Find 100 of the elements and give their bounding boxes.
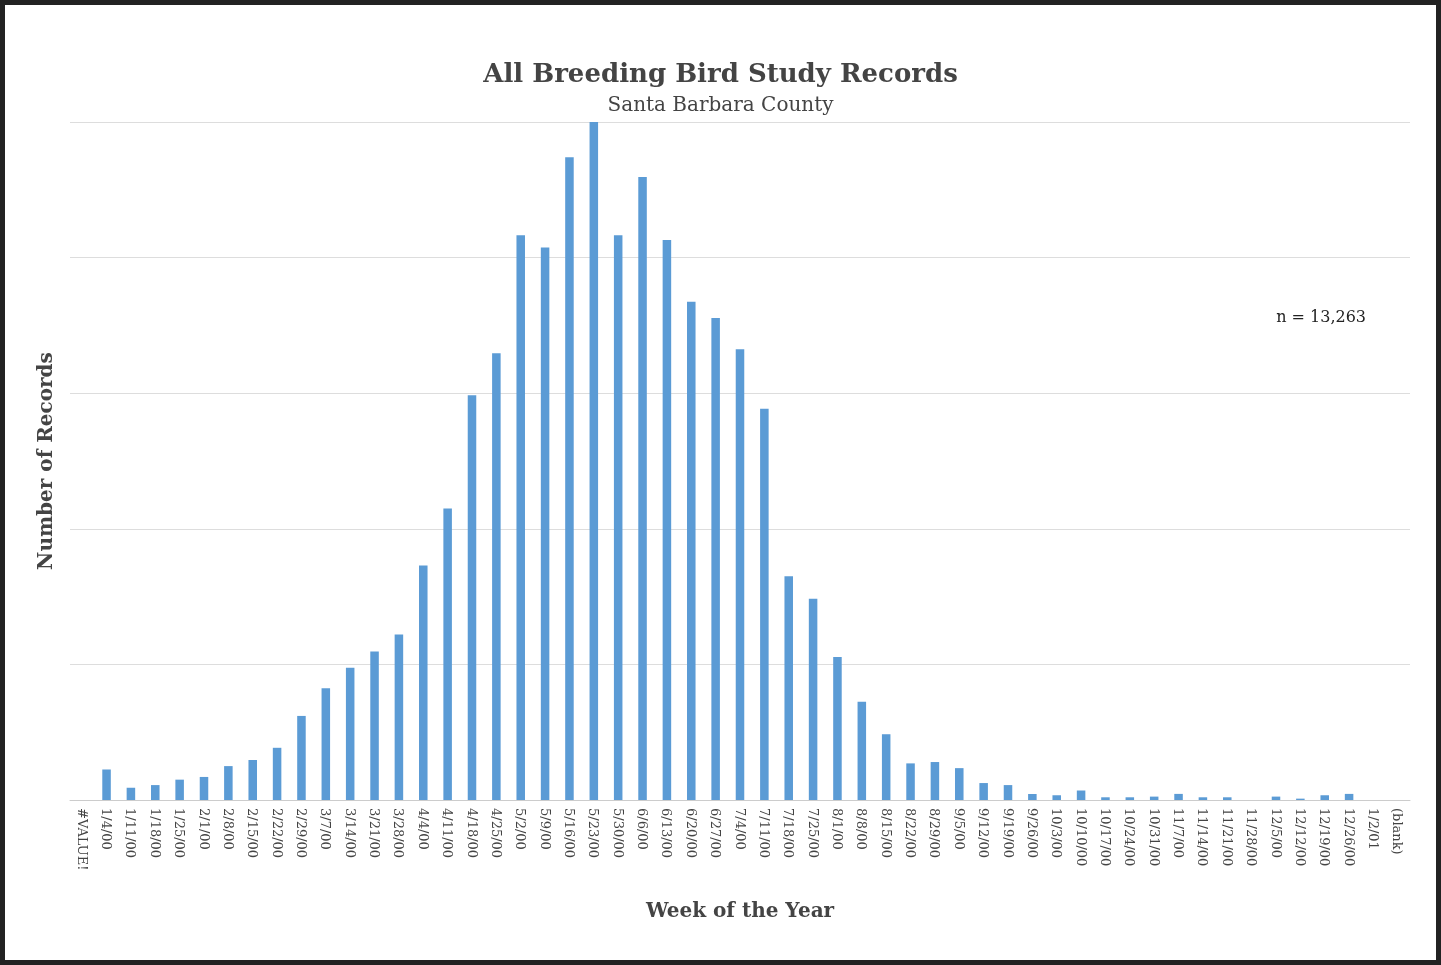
bar	[589, 122, 599, 800]
bar	[175, 779, 184, 800]
bar	[102, 769, 111, 800]
x-tick-label: 12/26/00	[1341, 808, 1357, 867]
x-tick-label: 6/20/00	[683, 808, 699, 859]
x-tick-label: 2/8/00	[220, 808, 236, 850]
bar	[321, 688, 331, 800]
bar	[857, 701, 867, 800]
bar	[687, 301, 696, 800]
x-tick-label: 3/7/00	[318, 808, 334, 850]
x-tick-label: 4/11/00	[440, 808, 456, 859]
bar	[1174, 793, 1183, 800]
x-tick-label: 1/2/01	[1365, 808, 1381, 850]
bar	[979, 783, 988, 800]
x-tick-label: 5/30/00	[610, 808, 626, 859]
bar	[419, 565, 428, 800]
bar	[760, 408, 769, 800]
x-tick-label: 5/23/00	[586, 808, 602, 859]
x-tick-label: 4/25/00	[488, 808, 504, 859]
x-tick-label: 8/22/00	[903, 808, 919, 859]
bar	[1101, 797, 1110, 800]
bar	[540, 247, 550, 800]
chart-title: All Breeding Bird Study Records	[482, 58, 958, 88]
annotation: n = 13,263	[1276, 306, 1367, 326]
bar	[370, 651, 379, 800]
x-tick-label: 11/7/00	[1171, 808, 1187, 859]
x-tick-label: 6/27/00	[708, 808, 724, 859]
bar	[1320, 795, 1329, 800]
x-tick-label: 7/18/00	[781, 808, 797, 859]
x-tick-label: 2/29/00	[293, 808, 309, 859]
y-axis-title: Number of Records	[33, 352, 57, 570]
x-tick-label: 12/5/00	[1268, 808, 1284, 859]
x-tick-label: 1/18/00	[147, 808, 163, 859]
bar	[297, 715, 306, 800]
bar	[784, 576, 793, 800]
x-tick-label: 8/8/00	[854, 808, 870, 850]
chart-subtitle: Santa Barbara County	[607, 92, 835, 116]
x-tick-label: 1/25/00	[172, 808, 188, 859]
x-tick-label: 8/1/00	[829, 808, 845, 850]
x-tick-label: 11/28/00	[1244, 808, 1260, 867]
x-tick-label: #VALUE!	[74, 808, 90, 871]
bar	[1344, 793, 1354, 800]
x-tick-label: 6/6/00	[635, 808, 651, 850]
bar	[711, 317, 720, 800]
bar	[1052, 795, 1061, 800]
bar	[126, 787, 136, 800]
bar	[735, 349, 745, 800]
x-tick-label: 5/2/00	[513, 808, 529, 850]
x-tick-label: 4/4/00	[415, 808, 431, 850]
bar	[151, 785, 160, 800]
x-tick-label: 12/12/00	[1292, 808, 1308, 867]
bar	[224, 766, 233, 800]
x-tick-label: 2/22/00	[269, 808, 285, 859]
bar	[443, 508, 452, 800]
bar	[272, 747, 282, 800]
x-tick-label: 8/29/00	[927, 808, 943, 859]
x-tick-label: 10/3/00	[1049, 808, 1065, 859]
x-tick-label: 3/28/00	[391, 808, 407, 859]
bar	[492, 353, 501, 800]
x-tick-label: 10/24/00	[1122, 808, 1138, 867]
x-tick-label: 11/21/00	[1219, 808, 1235, 867]
x-tick-label: 7/11/00	[756, 808, 772, 859]
bar	[1125, 797, 1135, 800]
bar	[833, 656, 842, 800]
bar	[662, 239, 672, 800]
x-tick-label: 7/25/00	[805, 808, 821, 859]
x-tick-label: 5/16/00	[561, 808, 577, 859]
bar	[881, 734, 891, 800]
x-tick-label: 4/18/00	[464, 808, 480, 859]
x-tick-label: 1/11/00	[123, 808, 139, 859]
bar	[516, 235, 525, 800]
bar	[955, 768, 964, 800]
x-tick-label: 8/15/00	[878, 808, 894, 859]
x-tick-label: (blank)	[1390, 808, 1406, 855]
x-tick-label: 9/12/00	[976, 808, 992, 859]
bar	[930, 762, 940, 800]
bar	[1028, 793, 1037, 800]
bar	[906, 763, 915, 800]
x-tick-label: 6/13/00	[659, 808, 675, 859]
x-axis-title: Week of the Year	[644, 898, 835, 922]
bar	[248, 760, 257, 800]
bar	[1223, 797, 1232, 800]
x-tick-label: 10/10/00	[1073, 808, 1089, 867]
bar	[808, 598, 818, 800]
bar	[1198, 797, 1208, 800]
x-tick-label: 12/19/00	[1317, 808, 1333, 867]
x-tick-label: 3/14/00	[342, 808, 358, 859]
x-tick-label: 2/1/00	[196, 808, 212, 850]
x-tick-label: 9/19/00	[1000, 808, 1016, 859]
x-tick-label: 5/9/00	[537, 808, 553, 850]
bar	[1003, 785, 1013, 800]
x-tick-label: 10/31/00	[1146, 808, 1162, 867]
x-tick-label: 3/21/00	[367, 808, 383, 859]
x-tick-label: 2/15/00	[245, 808, 261, 859]
bar	[638, 176, 647, 800]
bar	[345, 667, 355, 800]
bar	[199, 776, 209, 800]
x-tick-label: 9/26/00	[1024, 808, 1040, 859]
bar	[467, 395, 477, 800]
bar	[613, 235, 623, 800]
